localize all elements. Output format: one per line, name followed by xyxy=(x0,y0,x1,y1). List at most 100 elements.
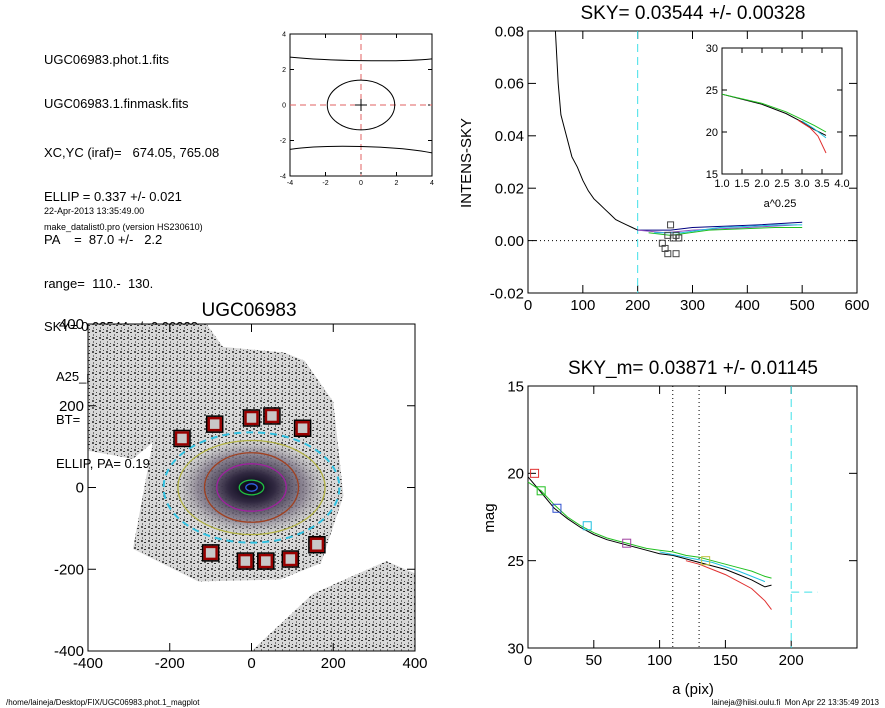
center-contour-ytick-label: 2 xyxy=(282,67,286,74)
inset-xtick-label: 4.0 xyxy=(834,178,849,190)
center-contour-ytick-label: 4 xyxy=(282,31,286,38)
mag-series xyxy=(527,481,772,579)
center-contour-xtick-label: -2 xyxy=(322,180,328,187)
mask-box-outline xyxy=(293,419,312,437)
mask-box-outline xyxy=(173,429,191,448)
galaxy-ytick-label: 200 xyxy=(59,398,84,415)
galaxy-xtick-label: 200 xyxy=(321,655,346,672)
intens-ytick-label: 0.06 xyxy=(495,76,524,93)
info-line-file: UGC06983.phot.1.fits xyxy=(44,52,170,67)
intens-xtick-label: 0 xyxy=(524,297,532,314)
footer-user: laineja@hiisi.oulu.fi Mon Apr 22 13:35:4… xyxy=(711,698,879,707)
mask-box-outline xyxy=(257,552,275,570)
isophote-ellipse xyxy=(162,431,341,544)
intens-ytick-label: 0.08 xyxy=(495,23,524,40)
inset-xtick-label: 2.5 xyxy=(774,178,789,190)
mask-box-outline xyxy=(263,407,281,425)
info-line-pa: PA = 87.0 +/- 2.2 xyxy=(44,232,163,247)
intens-xtick-label: 400 xyxy=(735,297,760,314)
mag-xtick-label: 200 xyxy=(779,652,804,669)
mag-ytick-label: 15 xyxy=(507,378,524,395)
mag-series xyxy=(659,551,766,583)
isophote-ellipse xyxy=(238,479,265,496)
inset-series xyxy=(801,120,827,139)
mask-box-outline xyxy=(242,409,261,427)
galaxy-ytick-label: -200 xyxy=(54,561,84,578)
intens-ytick-label: -0.02 xyxy=(490,285,524,302)
mag-title: SKY_m= 0.03871 +/- 0.01145 xyxy=(568,358,818,379)
inset-ytick-label: 25 xyxy=(706,85,718,97)
mag-ytick-label: 25 xyxy=(507,553,524,570)
intens-profile-line xyxy=(554,30,638,231)
mag-xlabel: a (pix) xyxy=(672,681,714,698)
info-line-ellip: ELLIP = 0.337 +/- 0.021 xyxy=(44,188,182,204)
info-date: 22-Apr-2013 13:35:49.00 xyxy=(44,206,145,216)
isophote-ellipse xyxy=(216,463,287,512)
contour-line xyxy=(289,56,433,62)
inset-ytick-label: 30 xyxy=(706,43,718,55)
inset-xlabel: a^0.25 xyxy=(764,198,797,210)
center-contour-xtick-label: 4 xyxy=(430,180,434,187)
intens-xtick-label: 200 xyxy=(625,297,650,314)
inset-frame xyxy=(721,47,843,175)
center-contour: -4 -2 0 2 4 -4 -2 0 2 4 xyxy=(280,31,434,187)
mag-xtick-label: 50 xyxy=(585,652,602,669)
intens-xtick-label: 100 xyxy=(570,297,595,314)
info-line-range: range= 110.- 130. xyxy=(44,275,154,291)
galaxy-xtick-label: 400 xyxy=(402,655,427,672)
mask-box xyxy=(174,431,190,446)
galaxy-plot: -400 -200 0 200 400 -400 -200 0 200 400 xyxy=(54,316,428,672)
galaxy-field-strip xyxy=(88,324,227,459)
intens-ytick-label: 0.00 xyxy=(495,233,524,250)
mag-xtick-label: 150 xyxy=(713,652,738,669)
galaxy-ytick-label: 0 xyxy=(76,480,84,497)
mag-ytick-label: 20 xyxy=(507,466,524,483)
mag-square-marker xyxy=(552,503,562,513)
inset-xtick-label: 3.5 xyxy=(814,178,829,190)
inset-ytick-label: 15 xyxy=(706,169,718,181)
inset-xtick-label: 2.0 xyxy=(754,178,769,190)
mag-square-marker xyxy=(622,538,632,548)
isophote-ellipse xyxy=(245,483,258,492)
inset-xtick-label: 1.5 xyxy=(734,178,749,190)
intens-square-marker xyxy=(675,234,683,242)
mask-box xyxy=(207,416,222,432)
center-contour-xtick-label: 2 xyxy=(395,180,399,187)
intens-xtick-label: 600 xyxy=(844,297,869,314)
mask-box xyxy=(283,551,298,567)
footer-path: /home/laineja/Desktop/FIX/UGC06983.phot.… xyxy=(6,698,200,707)
contour-line xyxy=(289,145,433,154)
inset-ytick-label: 20 xyxy=(706,127,718,139)
inset-series xyxy=(721,93,827,136)
intens-title: SKY= 0.03544 +/- 0.00328 xyxy=(580,3,805,24)
mask-box-outline xyxy=(201,544,220,562)
galaxy-ytick-label: -400 xyxy=(54,643,84,660)
galaxy-ytick-label: 400 xyxy=(59,316,84,333)
contour-line xyxy=(326,79,396,131)
info-line-mask: UGC06983.1.finmask.fits xyxy=(44,95,189,111)
inset: 1.0 1.5 2.0 2.5 3.0 3.5 4.0 15 20 25 30 xyxy=(706,43,850,190)
intens-frame xyxy=(527,30,858,294)
mag-series xyxy=(527,476,772,588)
mag-xtick-label: 100 xyxy=(647,652,672,669)
mag-square-marker xyxy=(701,556,711,566)
galaxy-title: UGC06983 xyxy=(201,300,296,321)
center-contour-ytick-label: 0 xyxy=(282,102,286,109)
intens-outer-series xyxy=(654,224,803,234)
info-line-center: XC,YC (iraf)= 674.05, 765.08 xyxy=(44,145,220,160)
intens-ytick-label: 0.02 xyxy=(495,180,524,197)
mag-ytick-label: 30 xyxy=(507,640,524,657)
galaxy-xtick-label: -400 xyxy=(73,655,103,672)
mask-box xyxy=(238,553,253,569)
mask-box-outline xyxy=(281,550,300,568)
info-program: make_datalist0.pro (version HS230610) xyxy=(44,222,203,232)
center-contour-xtick-label: -4 xyxy=(287,180,293,187)
mag-ylabel: mag xyxy=(481,503,498,532)
mag-square-marker xyxy=(536,486,546,496)
mag-square-marker xyxy=(582,521,592,531)
intens-square-marker xyxy=(667,221,675,229)
intens-xtick-label: 500 xyxy=(790,297,815,314)
intens-square-marker xyxy=(664,250,672,258)
mask-box-outline xyxy=(308,535,326,554)
